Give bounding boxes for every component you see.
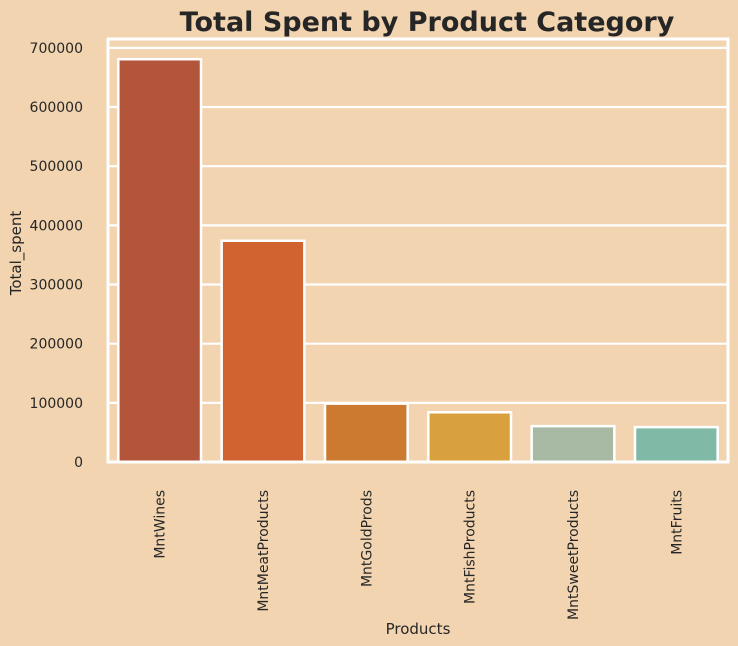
x-tick-label: MntGoldProds xyxy=(359,490,375,587)
x-tick-label: MntWines xyxy=(153,490,169,559)
x-tick-labels: MntWines MntMeatProducts MntGoldProds MntFi… xyxy=(153,490,686,620)
y-tick-label: 600000 xyxy=(30,100,83,116)
bar-MntWines xyxy=(117,57,203,464)
bars xyxy=(117,57,719,464)
y-tick-label: 100000 xyxy=(30,396,83,412)
axes-frame xyxy=(106,37,730,464)
y-tick-label: 700000 xyxy=(30,41,83,57)
x-axis-label: Products xyxy=(386,620,451,638)
x-tick-label: MntSweetProducts xyxy=(566,490,582,620)
y-tick-label: 200000 xyxy=(30,337,83,353)
grid-lines xyxy=(108,46,728,464)
plot-border xyxy=(106,37,730,464)
y-tick-label: 400000 xyxy=(30,218,83,234)
y-axis-label: Total_spent xyxy=(7,211,26,297)
x-tick-label: MntFruits xyxy=(669,490,685,555)
bar-MntMeatProducts xyxy=(220,239,306,464)
y-tick-label: 0 xyxy=(74,455,83,471)
bar-MntSweetProducts xyxy=(530,424,616,464)
bar-MntGoldProds xyxy=(323,402,409,464)
y-tick-labels: 0 100000 200000 300000 400000 500000 600000 700… xyxy=(30,41,83,471)
chart-title: Total Spent by Product Category xyxy=(180,7,675,38)
x-tick-label: MntMeatProducts xyxy=(256,490,272,612)
bar-MntFishProducts xyxy=(427,411,513,464)
y-tick-label: 500000 xyxy=(30,159,83,175)
x-tick-label: MntFishProducts xyxy=(463,490,479,604)
y-tick-label: 300000 xyxy=(30,278,83,294)
bar-MntFruits xyxy=(633,425,719,464)
